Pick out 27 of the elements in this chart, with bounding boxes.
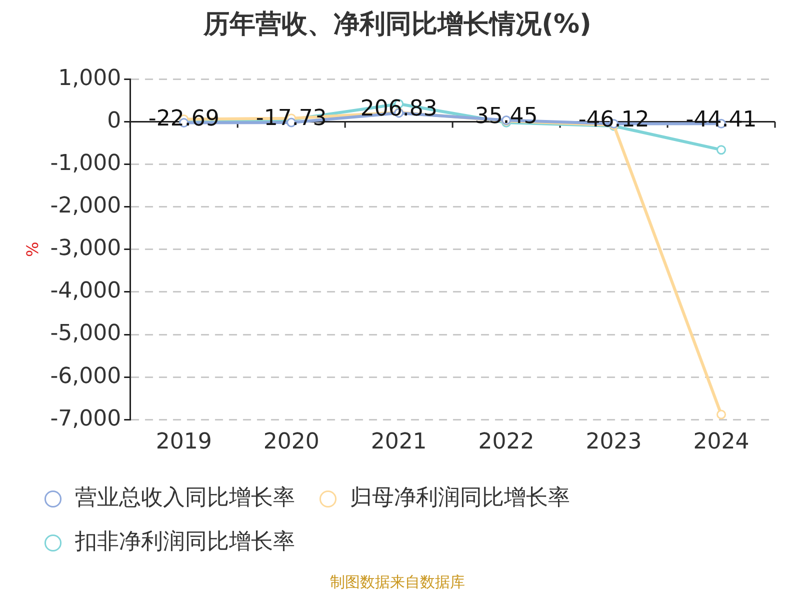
point [716, 410, 726, 420]
data-label: 35.45 [474, 104, 538, 129]
y-axis-title: % [22, 242, 42, 257]
data-label: -22.69 [148, 106, 220, 132]
legend-label: 营业总收入同比增长率 [75, 486, 295, 511]
x-tick-label: 2024 [693, 430, 750, 455]
x-tick-label: 2021 [370, 430, 427, 455]
y-tick-label: 0 [107, 108, 122, 134]
text: 制图数据来自数据库 [330, 572, 465, 591]
y-tick-label: -3,000 [50, 236, 122, 262]
y-tick-label: -6,000 [50, 364, 122, 389]
y-tick-label: -2,000 [50, 194, 122, 219]
x-tick-label: 2019 [156, 430, 212, 455]
chart-title: 历年营收、净利同比增长情况(%) [202, 9, 592, 40]
x-tick-label: 2020 [263, 430, 320, 455]
data-label: 206.83 [360, 96, 438, 122]
point [716, 145, 726, 155]
data-label: -17.73 [256, 106, 327, 132]
x-tick-label: 2023 [586, 430, 642, 455]
x-tick-label: 2022 [478, 430, 534, 455]
y-tick-label: -5,000 [50, 321, 122, 346]
y-tick-label: 1,000 [58, 66, 122, 91]
y-tick-label: -7,000 [50, 406, 122, 432]
y-tick-label: -1,000 [50, 151, 122, 176]
legend-label: 扣非净利润同比增长率 [74, 530, 295, 555]
legend-label: 归母净利润同比增长率 [350, 486, 570, 511]
y-tick-label: -4,000 [50, 278, 122, 304]
